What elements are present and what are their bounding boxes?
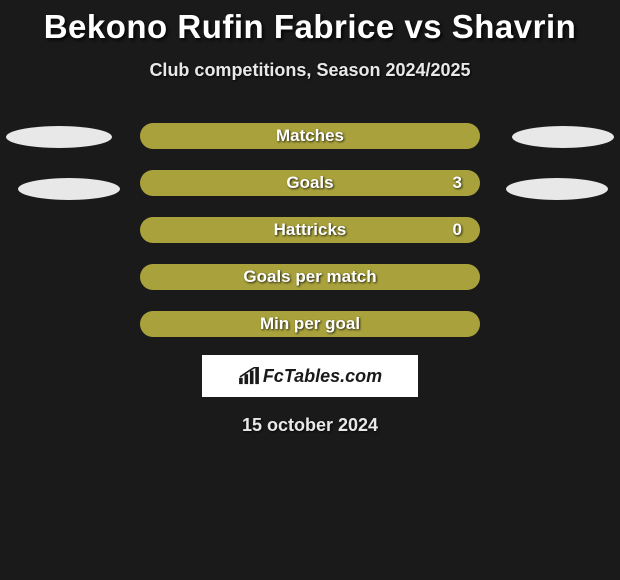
comparison-row: Goals per match [0,264,620,290]
right-value: 3 [453,173,462,193]
stat-label: Goals per match [243,267,376,287]
comparison-row: Min per goal [0,311,620,337]
stat-bar: Goals per match [140,264,480,290]
logo-container: FcTables.com [202,355,418,397]
stat-bar: Hattricks [140,217,480,243]
comparison-row: 4 Goals 3 [0,170,620,196]
subtitle: Club competitions, Season 2024/2025 [0,60,620,81]
stat-bar: Min per goal [140,311,480,337]
stat-label: Matches [276,126,344,146]
stat-label: Min per goal [260,314,360,334]
date-text: 15 october 2024 [0,415,620,436]
comparison-row: Matches [0,123,620,149]
comparison-row: 0 Hattricks 0 [0,217,620,243]
comparison-rows: Matches 4 Goals 3 0 Hattricks 0 Goals pe… [0,123,620,337]
stat-bar: Goals [140,170,480,196]
page-title: Bekono Rufin Fabrice vs Shavrin [0,0,620,46]
stat-label: Goals [286,173,333,193]
logo-text: FcTables.com [263,366,382,387]
right-value: 0 [453,220,462,240]
chart-icon [238,367,260,385]
stat-label: Hattricks [274,220,347,240]
stat-bar: Matches [140,123,480,149]
